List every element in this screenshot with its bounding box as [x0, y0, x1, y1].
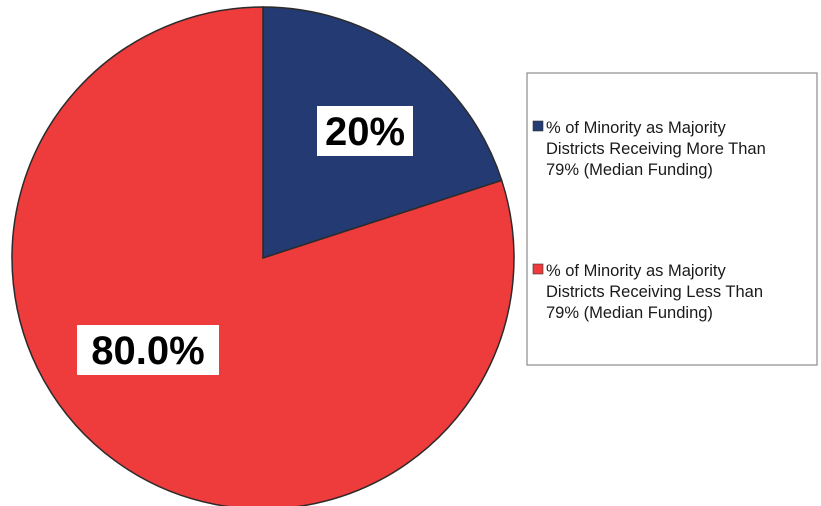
pie-data-labels: 20% 80.0%: [77, 106, 413, 375]
chart-legend: % of Minority as Majority Districts Recei…: [526, 72, 818, 366]
legend-label-line: Districts Receiving More Than: [546, 140, 766, 158]
pie-slices: [11, 6, 515, 506]
legend-swatch-1: [532, 120, 544, 132]
legend-label-line: 79% (Median Funding): [546, 161, 713, 179]
legend-entry-1: % of Minority as Majority Districts Recei…: [532, 119, 766, 179]
legend-label-line: 79% (Median Funding): [546, 304, 713, 322]
data-label-2: 80.0%: [91, 329, 204, 373]
legend-frame: [526, 72, 818, 366]
data-label-box-1: [317, 106, 413, 156]
pie-slice-2: [11, 6, 515, 506]
legend-label-line: % of Minority as Majority: [546, 119, 726, 137]
legend-entry-2: % of Minority as Majority Districts Recei…: [532, 262, 763, 322]
data-label-1: 20%: [325, 110, 405, 154]
legend-label-line: % of Minority as Majority: [546, 262, 726, 280]
data-label-box-2: [77, 325, 219, 375]
legend-swatch-2: [532, 263, 544, 275]
legend-label-line: Districts Receiving Less Than: [546, 283, 763, 301]
